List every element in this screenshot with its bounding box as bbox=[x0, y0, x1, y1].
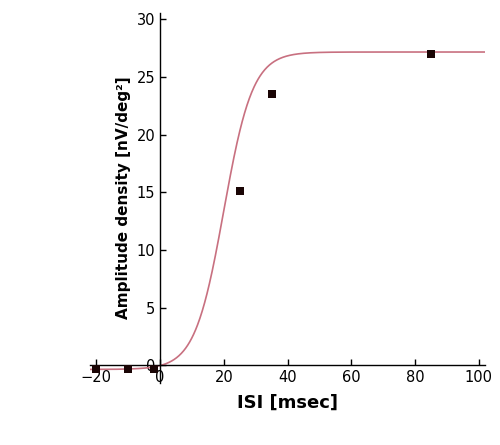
Point bbox=[427, 50, 435, 57]
Point bbox=[92, 365, 100, 372]
X-axis label: ISI [msec]: ISI [msec] bbox=[237, 393, 338, 412]
Point bbox=[124, 365, 132, 372]
Point bbox=[150, 365, 158, 372]
Y-axis label: Amplitude density [nV/deg²]: Amplitude density [nV/deg²] bbox=[116, 77, 131, 320]
Point bbox=[236, 187, 244, 194]
Point bbox=[268, 91, 276, 98]
